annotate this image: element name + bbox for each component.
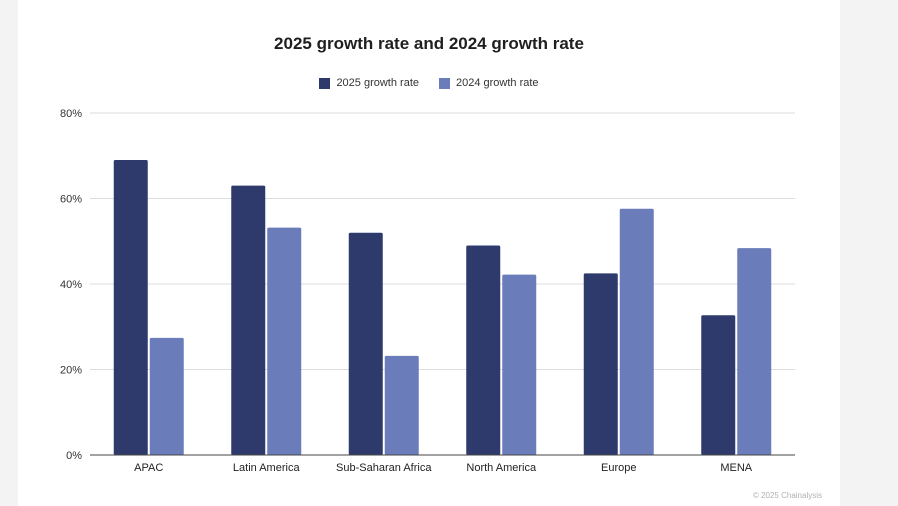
legend-item-2024: 2024 growth rate bbox=[439, 77, 539, 89]
bar-sub-saharan-africa-series-0 bbox=[348, 232, 383, 455]
bar-mena-series-0 bbox=[701, 315, 736, 455]
y-tick-label-0: 0% bbox=[66, 450, 82, 462]
bar-sub-saharan-africa-series-1 bbox=[384, 355, 419, 455]
x-tick-label-mena: MENA bbox=[720, 462, 752, 474]
credit-watermark: © 2025 Chainalysis bbox=[752, 491, 822, 500]
bar-north-america-series-1 bbox=[502, 274, 537, 455]
bar-mena-series-1 bbox=[737, 248, 772, 455]
legend-swatch-2025 bbox=[319, 77, 331, 89]
bar-apac-series-1 bbox=[149, 337, 184, 455]
bar-europe-series-1 bbox=[619, 208, 654, 455]
legend-swatch-2024 bbox=[439, 77, 450, 89]
legend-label-2025: 2025 growth rate bbox=[336, 77, 419, 89]
x-tick-label-apac: APAC bbox=[134, 462, 163, 474]
legend-label-2024: 2024 growth rate bbox=[456, 77, 539, 89]
x-tick-label-europe: Europe bbox=[601, 462, 636, 474]
bar-north-america-series-0 bbox=[466, 245, 501, 455]
x-tick-label-sub-saharan-africa: Sub-Saharan Africa bbox=[336, 462, 432, 474]
x-tick-label-latin-america: Latin America bbox=[233, 462, 301, 474]
legend-item-2025: 2025 growth rate bbox=[319, 77, 419, 89]
y-tick-label-20: 20% bbox=[60, 365, 82, 377]
y-tick-label-60: 60% bbox=[60, 194, 82, 206]
bar-europe-series-0 bbox=[583, 273, 618, 455]
chart-legend: 2025 growth rate 2024 growth rate bbox=[18, 77, 840, 89]
y-tick-label-40: 40% bbox=[60, 279, 82, 291]
bar-latin-america-series-1 bbox=[267, 227, 302, 455]
chart-card: 2025 growth rate and 2024 growth rate 20… bbox=[18, 0, 840, 506]
y-tick-label-80: 80% bbox=[60, 108, 82, 120]
bar-latin-america-series-0 bbox=[231, 185, 266, 456]
x-tick-label-north-america: North America bbox=[466, 462, 537, 474]
bar-chart-plot: 0% 20% 40% 60% 80% APAC Latin America Sub-Sahar… bbox=[60, 108, 795, 474]
bar-apac-series-0 bbox=[113, 160, 148, 455]
chart-title: 2025 growth rate and 2024 growth rate bbox=[274, 34, 584, 53]
